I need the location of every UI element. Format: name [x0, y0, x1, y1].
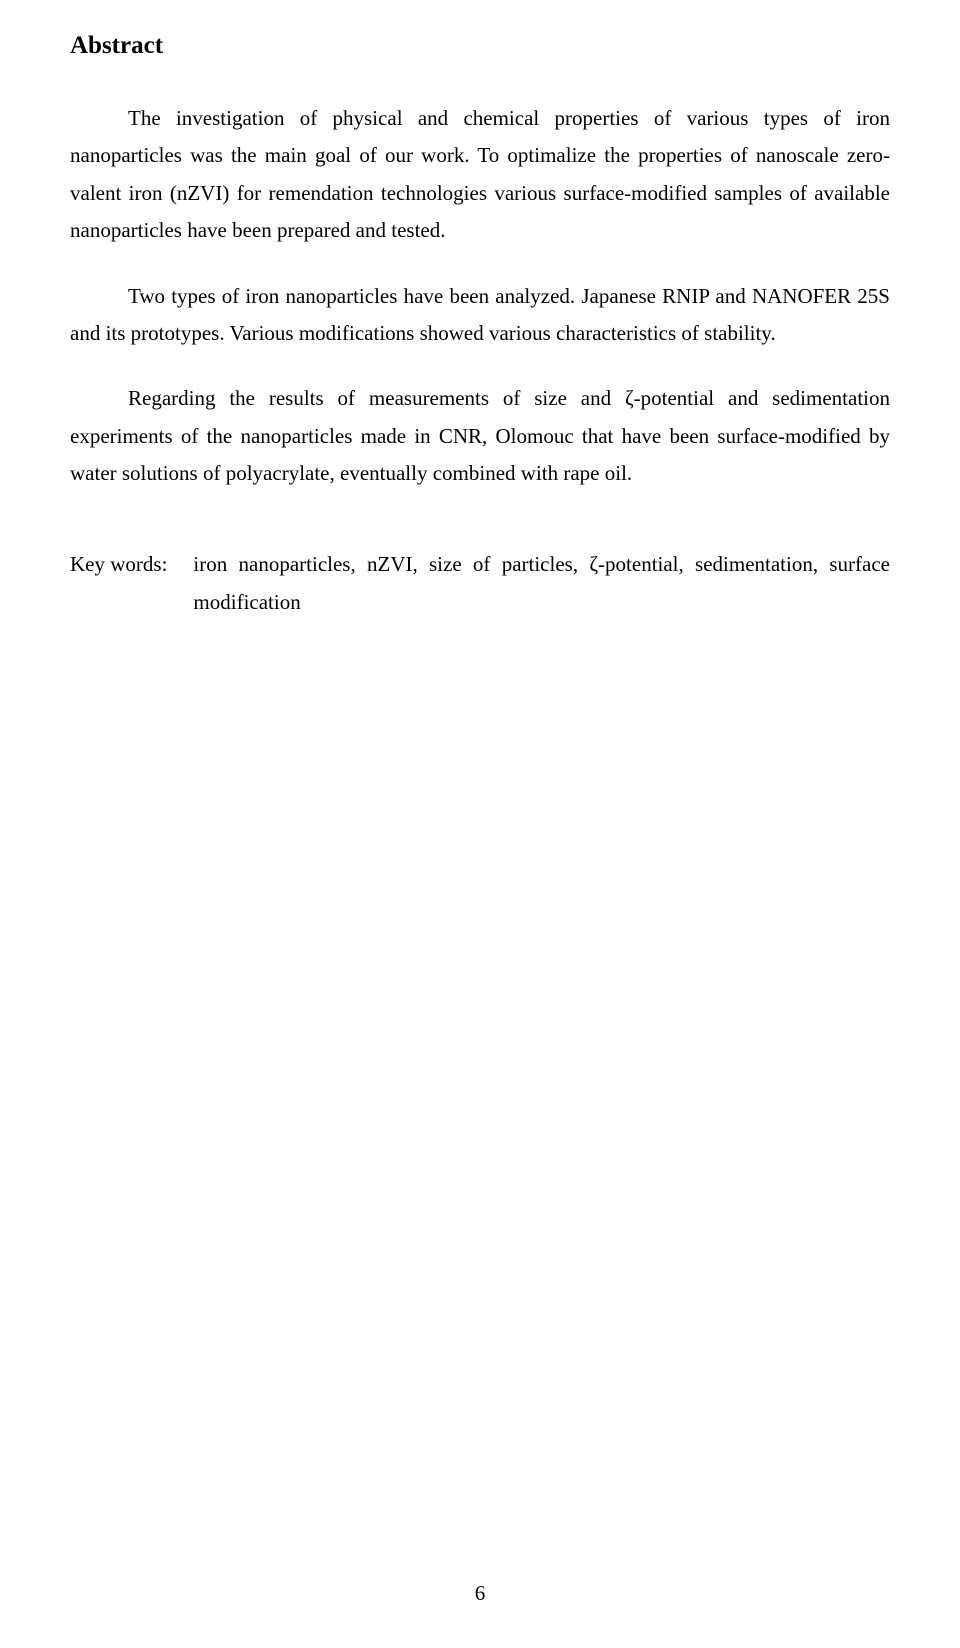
- abstract-paragraph-2: Two types of iron nanoparticles have bee…: [70, 278, 890, 353]
- keywords-text: iron nanoparticles, nZVI, size of partic…: [193, 546, 890, 621]
- keywords-label: Key words:: [70, 546, 193, 621]
- page-number: 6: [0, 1581, 960, 1606]
- abstract-paragraph-3: Regarding the results of measurements of…: [70, 380, 890, 492]
- abstract-paragraph-1: The investigation of physical and chemic…: [70, 100, 890, 250]
- abstract-heading: Abstract: [70, 32, 890, 60]
- keywords-block: Key words: iron nanoparticles, nZVI, siz…: [70, 546, 890, 621]
